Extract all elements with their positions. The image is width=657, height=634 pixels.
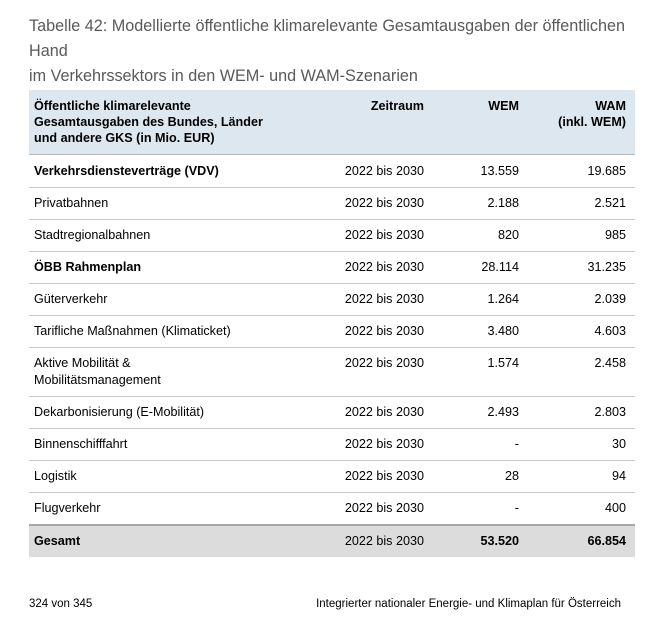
document-title: Integrierter nationaler Energie- und Kli… (316, 598, 621, 610)
row-period: 2022 bis 2030 (303, 251, 433, 284)
table-row: Tarifliche Maßnahmen (Klimaticket) 2022 … (29, 315, 635, 348)
table-row: Privatbahnen 2022 bis 2030 2.188 2.521 (29, 187, 635, 220)
table-row: Stadtregionalbahnen 2022 bis 2030 820 98… (29, 219, 635, 252)
row-period: 2022 bis 2030 (303, 283, 433, 316)
table-total-row: Gesamt 2022 bis 2030 53.520 66.854 (29, 524, 635, 557)
table-row: Flugverkehr 2022 bis 2030 - 400 (29, 492, 635, 526)
row-label: Aktive Mobilität & Mobilitätsmanagement (29, 347, 303, 397)
row-wam: 2.458 (528, 347, 635, 397)
table-header-row: Öffentliche klimarelevante Gesamtausgabe… (29, 90, 635, 155)
row-period: 2022 bis 2030 (303, 154, 433, 188)
row-wem: 13.559 (433, 154, 528, 188)
row-wem: 1.264 (433, 283, 528, 316)
row-wam: 31.235 (528, 251, 635, 284)
row-period: 2022 bis 2030 (303, 347, 433, 397)
table-caption: Tabelle 42: Modellierte öffentliche klim… (29, 14, 634, 89)
row-period: 2022 bis 2030 (303, 315, 433, 348)
header-wem: WEM (433, 90, 528, 155)
row-label: Binnenschifffahrt (29, 428, 303, 461)
row-label: Stadtregionalbahnen (29, 219, 303, 252)
row-label: Dekarbonisierung (E-Mobilität) (29, 396, 303, 429)
table-row: Dekarbonisierung (E-Mobilität) 2022 bis … (29, 396, 635, 429)
table-row: Logistik 2022 bis 2030 28 94 (29, 460, 635, 493)
row-wem: 820 (433, 219, 528, 252)
total-period: 2022 bis 2030 (303, 524, 433, 557)
row-wem: - (433, 492, 528, 526)
table-row: Aktive Mobilität & Mobilitätsmanagement … (29, 347, 635, 397)
caption-line-1: Tabelle 42: Modellierte öffentliche klim… (29, 17, 626, 60)
total-wem: 53.520 (433, 524, 528, 557)
row-wem: 1.574 (433, 347, 528, 397)
header-period: Zeitraum (303, 90, 433, 155)
row-label: Verkehrsdiensteverträge (VDV) (29, 154, 303, 188)
row-wem: - (433, 428, 528, 461)
row-period: 2022 bis 2030 (303, 428, 433, 461)
row-wam: 94 (528, 460, 635, 493)
row-wem: 2.493 (433, 396, 528, 429)
row-period: 2022 bis 2030 (303, 396, 433, 429)
table-row: Binnenschifffahrt 2022 bis 2030 - 30 (29, 428, 635, 461)
row-period: 2022 bis 2030 (303, 219, 433, 252)
header-category: Öffentliche klimarelevante Gesamtausgabe… (29, 90, 303, 155)
row-wam: 19.685 (528, 154, 635, 188)
row-label: ÖBB Rahmenplan (29, 251, 303, 284)
header-wam: WAM (inkl. WEM) (528, 90, 635, 155)
row-wam: 400 (528, 492, 635, 526)
row-period: 2022 bis 2030 (303, 460, 433, 493)
row-wam: 985 (528, 219, 635, 252)
caption-line-2: im Verkehrssektors in den WEM- und WAM-S… (29, 67, 418, 85)
row-wem: 2.188 (433, 187, 528, 220)
total-wam: 66.854 (528, 524, 635, 557)
row-period: 2022 bis 2030 (303, 187, 433, 220)
row-wam: 2.039 (528, 283, 635, 316)
row-wam: 4.603 (528, 315, 635, 348)
row-wam: 2.521 (528, 187, 635, 220)
expenditure-table: Öffentliche klimarelevante Gesamtausgabe… (29, 90, 635, 557)
row-label: Tarifliche Maßnahmen (Klimaticket) (29, 315, 303, 348)
table-row: Güterverkehr 2022 bis 2030 1.264 2.039 (29, 283, 635, 316)
row-wem: 3.480 (433, 315, 528, 348)
row-period: 2022 bis 2030 (303, 492, 433, 526)
page-number: 324 von 345 (29, 598, 93, 610)
row-wam: 2.803 (528, 396, 635, 429)
row-label: Güterverkehr (29, 283, 303, 316)
row-wem: 28 (433, 460, 528, 493)
row-label: Flugverkehr (29, 492, 303, 526)
row-wam: 30 (528, 428, 635, 461)
row-label: Logistik (29, 460, 303, 493)
row-wem: 28.114 (433, 251, 528, 284)
row-label: Privatbahnen (29, 187, 303, 220)
table-row: Verkehrsdiensteverträge (VDV) 2022 bis 2… (29, 154, 635, 188)
table-row: ÖBB Rahmenplan 2022 bis 2030 28.114 31.2… (29, 251, 635, 284)
total-label: Gesamt (29, 524, 303, 557)
